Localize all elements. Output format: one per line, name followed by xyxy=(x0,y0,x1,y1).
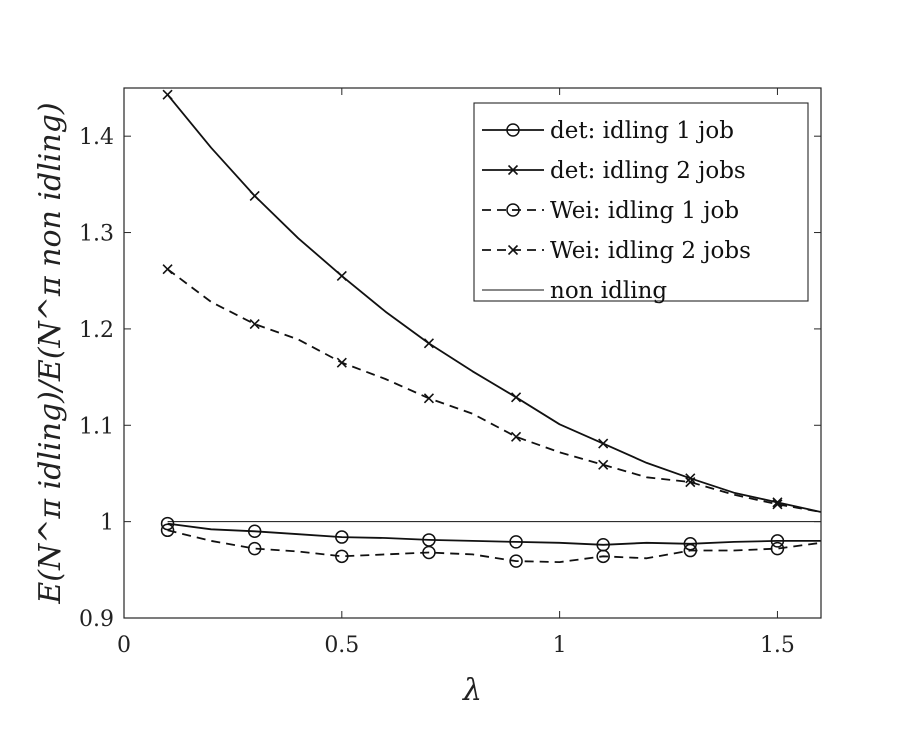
y-tick-label: 1.2 xyxy=(79,318,114,343)
series-line xyxy=(167,268,821,513)
y-tick-label: 1 xyxy=(100,511,114,536)
x-axis-label: λ xyxy=(462,673,482,708)
data-point xyxy=(510,392,522,403)
legend-label: det: idling 2 jobs xyxy=(550,158,746,184)
y-tick-label: 1.3 xyxy=(79,222,114,247)
data-point xyxy=(770,534,785,548)
data-point xyxy=(772,499,783,510)
data-point xyxy=(685,473,696,484)
data-point xyxy=(422,545,436,560)
data-point xyxy=(683,543,698,558)
data-point xyxy=(335,549,349,564)
legend-entry: non idling xyxy=(482,278,667,304)
series-line xyxy=(166,94,821,513)
data-point xyxy=(249,319,260,330)
legend-marker xyxy=(506,123,520,137)
data-point xyxy=(249,190,260,201)
y-tick-label: 0.9 xyxy=(79,607,114,632)
data-point xyxy=(247,524,262,539)
legend-label: non idling xyxy=(550,278,667,304)
y-axis-label: E(N^π idling)/E(N^π non idling) xyxy=(33,102,68,604)
data-point xyxy=(598,438,609,449)
data-point xyxy=(509,535,523,549)
data-point xyxy=(510,431,522,442)
data-point xyxy=(336,270,347,281)
series-line xyxy=(167,522,821,546)
legend-entry: Wei: idling 1 job xyxy=(482,198,739,224)
data-point xyxy=(596,549,610,564)
plot-frame xyxy=(123,87,822,619)
data-point xyxy=(770,541,785,556)
legend-entry: Wei: idling 2 jobs xyxy=(482,238,751,264)
data-point xyxy=(685,477,696,488)
data-point xyxy=(598,459,609,470)
y-tick-label: 1.4 xyxy=(79,125,114,150)
legend-label: Wei: idling 2 jobs xyxy=(550,238,751,264)
data-point xyxy=(423,393,435,404)
series-2 xyxy=(160,523,821,568)
series-0 xyxy=(160,516,821,552)
data-point xyxy=(162,89,173,100)
data-point xyxy=(247,541,262,556)
legend-box xyxy=(473,102,809,302)
legend-marker xyxy=(506,203,520,217)
legend-label: Wei: idling 1 job xyxy=(550,198,739,224)
legend-label: det: idling 1 job xyxy=(550,118,734,144)
series-3 xyxy=(162,264,821,513)
y-tick-label: 1.1 xyxy=(79,414,114,439)
plot-area xyxy=(160,89,821,568)
x-tick-label: 0.5 xyxy=(324,633,359,658)
data-point xyxy=(160,523,175,538)
data-point xyxy=(335,530,349,544)
data-point xyxy=(160,516,175,531)
data-point xyxy=(336,357,347,368)
legend-entry: det: idling 1 job xyxy=(482,118,734,144)
series-line xyxy=(167,529,821,563)
legend-marker xyxy=(507,164,519,176)
legend-entry: det: idling 2 jobs xyxy=(482,158,746,184)
x-tick-label: 0 xyxy=(117,633,131,658)
x-tick-label: 1 xyxy=(553,633,567,658)
legend: det: idling 1 job det: idling 2 jobs Wei: … xyxy=(473,102,809,304)
x-tick-label: 1.5 xyxy=(760,633,795,658)
data-point xyxy=(423,338,435,349)
data-point xyxy=(162,264,173,275)
data-point xyxy=(509,554,523,568)
legend-marker xyxy=(507,244,519,256)
axis-ticks: 0 0.5 1 1.5 0.9 1 1.1 1.2 1.3 1.4 xyxy=(79,88,821,658)
